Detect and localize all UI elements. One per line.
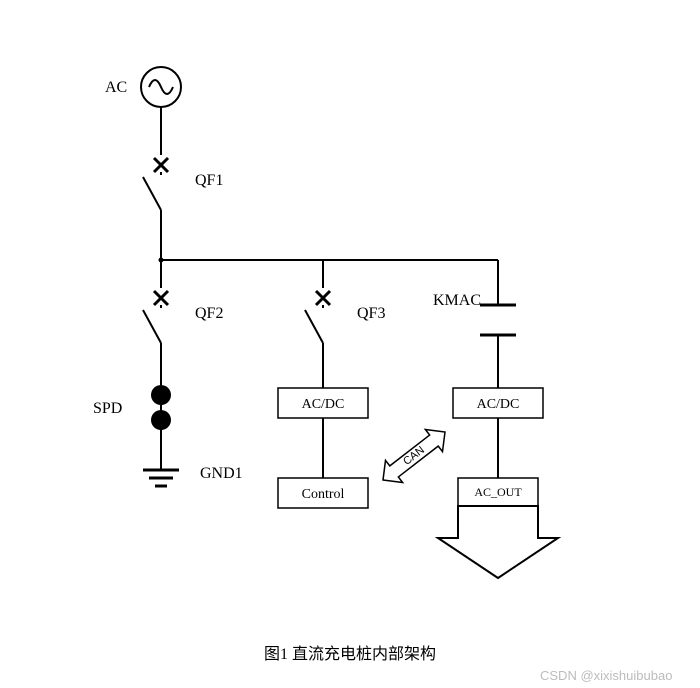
watermark: CSDN @xixishuibubao <box>540 668 672 683</box>
svg-text:SPD: SPD <box>93 400 122 417</box>
svg-text:QF3: QF3 <box>357 305 385 322</box>
svg-text:GND1: GND1 <box>200 465 243 482</box>
svg-text:KMAC: KMAC <box>433 292 481 309</box>
svg-text:Control: Control <box>302 487 345 502</box>
svg-text:AC/DC: AC/DC <box>477 397 520 412</box>
svg-text:AC: AC <box>105 79 127 96</box>
svg-text:QF2: QF2 <box>195 305 223 322</box>
figure-caption: 图1 直流充电桩内部架构 <box>0 640 700 664</box>
svg-text:AC/DC: AC/DC <box>302 397 345 412</box>
svg-text:AC_OUT: AC_OUT <box>474 485 522 499</box>
svg-text:QF1: QF1 <box>195 172 223 189</box>
